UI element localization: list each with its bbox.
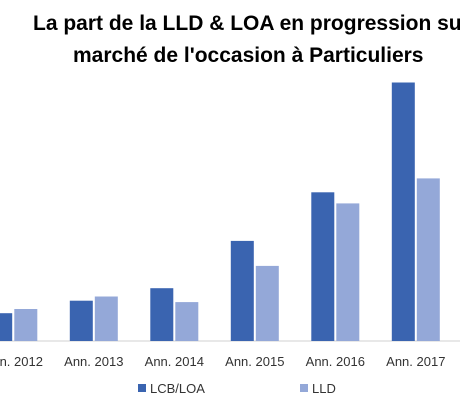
bar-lcb-loa-0 [0, 313, 13, 341]
x-tick-label: Ann. 2016 [306, 354, 365, 369]
bar-lld-0 [14, 309, 38, 341]
legend-swatch [138, 384, 146, 392]
chart-title-line-1: La part de la LLD & LOA en progression s… [33, 12, 460, 35]
bar-lld-4 [336, 203, 360, 341]
bar-lld-3 [255, 265, 279, 341]
legend-swatch [300, 384, 308, 392]
bar-lcb-loa-4 [311, 192, 335, 341]
x-tick-label: Ann. 2014 [145, 354, 204, 369]
bar-lld-5 [416, 178, 440, 341]
legend-label: LLD [312, 381, 336, 396]
x-tick-label: Ann. 2013 [64, 354, 123, 369]
chart-title-line-2: marché de l'occasion à Particuliers [73, 44, 424, 67]
bar-lcb-loa-2 [150, 288, 174, 341]
bar-lcb-loa-1 [69, 300, 93, 341]
x-tick-label: Ann. 2012 [0, 354, 43, 369]
bar-lcb-loa-5 [391, 82, 415, 341]
bar-lld-2 [175, 302, 199, 341]
x-tick-label: Ann. 2015 [225, 354, 284, 369]
bar-lcb-loa-3 [230, 240, 254, 341]
x-tick-label: Ann. 2017 [386, 354, 445, 369]
legend-label: LCB/LOA [150, 381, 205, 396]
bar-lld-1 [94, 296, 118, 341]
